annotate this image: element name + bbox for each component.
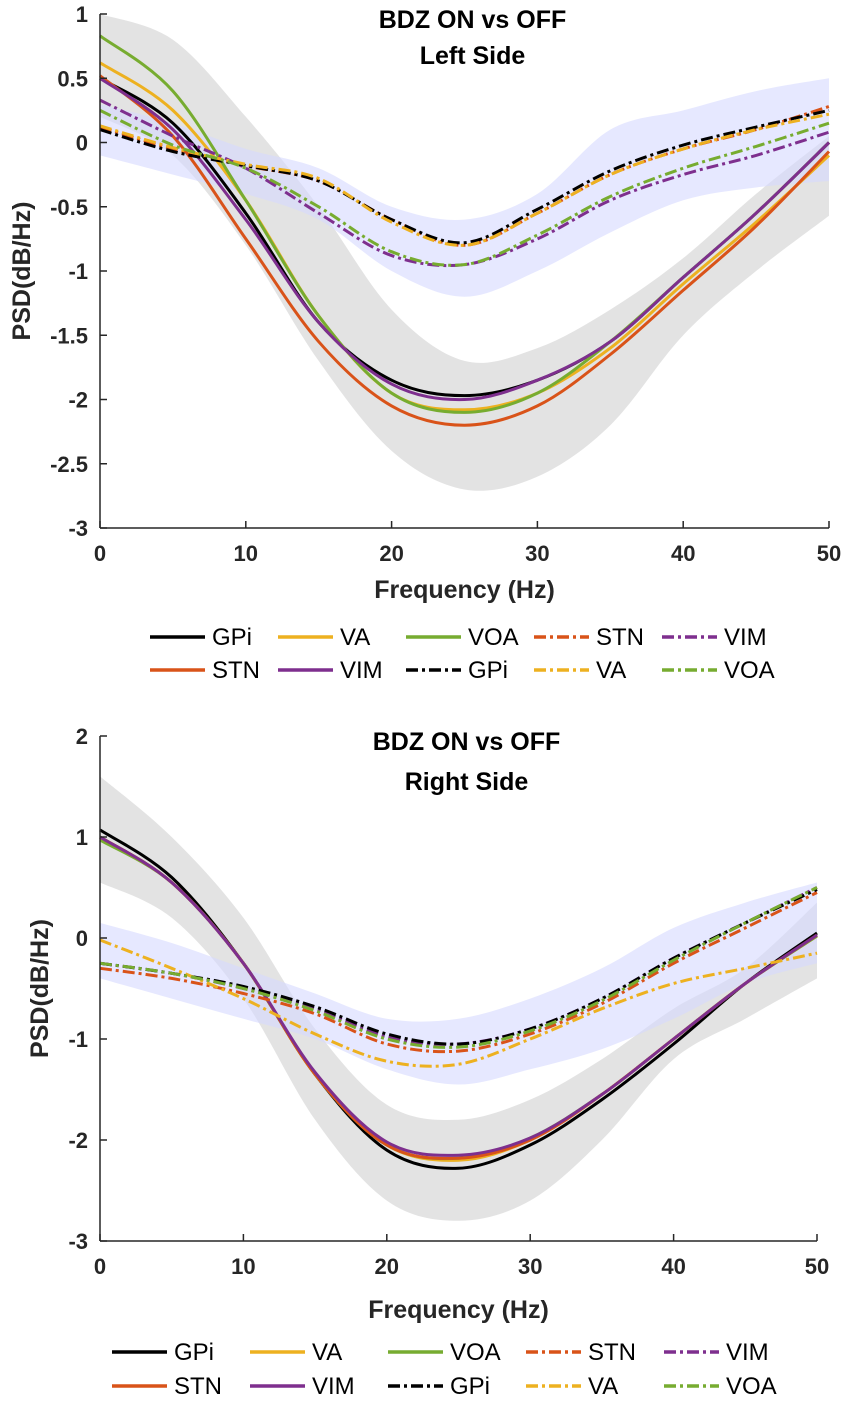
legend-label-voa: VOA (724, 657, 775, 684)
legend-label-va: VA (340, 624, 370, 651)
legend-label-va: VA (312, 1339, 342, 1366)
y-tick-label: 1 (76, 825, 88, 850)
y-tick-label: -3 (68, 1229, 88, 1254)
x-tick-label: 0 (94, 1254, 106, 1279)
y-tick-label: -1 (68, 1027, 88, 1052)
y-tick-label: -2 (68, 388, 88, 413)
series-vim-solid (99, 835, 818, 1157)
x-tick-label: 30 (518, 1254, 542, 1279)
series-vim-solid (99, 77, 831, 402)
y-tick-label: -1.5 (50, 323, 88, 348)
legend-label-stn: STN (596, 624, 644, 651)
y-axis-label: PSD(dB/Hz) (26, 919, 54, 1058)
y-tick-label: -2 (68, 1128, 88, 1153)
y-axis-label: PSD(dB/Hz) (8, 202, 36, 341)
y-tick-label: -0.5 (50, 195, 88, 220)
legend-label-stn: STN (588, 1339, 636, 1366)
legend-label-vim: VIM (340, 657, 383, 684)
legend-label-gpi: GPi (468, 657, 508, 684)
x-tick-label: 20 (375, 1254, 399, 1279)
x-tick-label: 40 (671, 541, 695, 566)
legend-label-stn: STN (212, 657, 260, 684)
y-tick-label: 1 (76, 2, 88, 27)
x-tick-label: 20 (379, 541, 403, 566)
series-va-solid (99, 61, 831, 412)
y-tick-label: 0.5 (57, 66, 88, 91)
legend-label-gpi: GPi (174, 1339, 214, 1366)
legend-label-vim: VIM (312, 1373, 355, 1400)
y-tick-label: 0 (76, 926, 88, 951)
legend-label-vim: VIM (724, 624, 767, 651)
x-tick-label: 50 (805, 1254, 829, 1279)
chart-subtitle: Right Side (405, 768, 529, 796)
legend-label-voa: VOA (450, 1339, 501, 1366)
solid-band (100, 776, 817, 1221)
x-tick-label: 30 (525, 541, 549, 566)
legend-label-gpi: GPi (450, 1373, 490, 1400)
legend-label-stn: STN (174, 1373, 222, 1400)
x-axis-label: Frequency (Hz) (374, 576, 555, 604)
legend-label-va: VA (588, 1373, 618, 1400)
series-voa-dashdot (99, 886, 818, 1049)
chart-title: BDZ ON vs OFF (379, 6, 567, 34)
chart-left-side: 0 10 20 30 40 50 1 0.5 0 -0.5 -1 -1.5 -2 -2.5 -3 BDZ ON… (8, 2, 841, 684)
x-tick-label: 10 (234, 541, 258, 566)
legend-label-va: VA (596, 657, 626, 684)
chart-title: BDZ ON vs OFF (373, 728, 561, 756)
legend: GPi VA VOA STN VIM STN VIM GPi VA VOA (112, 1339, 777, 1400)
x-tick-label: 40 (661, 1254, 685, 1279)
legend: GPi VA VOA STN VIM STN VIM GPi VA VOA (150, 624, 775, 684)
legend-label-voa: VOA (468, 624, 519, 651)
x-tick-label: 10 (231, 1254, 255, 1279)
series-va-dashdot (99, 938, 818, 1068)
y-tick-label: 0 (76, 131, 88, 156)
chart-subtitle: Left Side (420, 42, 526, 70)
x-tick-label: 50 (817, 541, 841, 566)
legend-label-gpi: GPi (212, 624, 252, 651)
y-tick-label: -1 (68, 259, 88, 284)
solid-band (100, 14, 829, 491)
series-stn-solid (99, 74, 831, 427)
y-tick-label: -3 (68, 516, 88, 541)
series-voa-dashdot (99, 109, 830, 267)
y-tick-label: 2 (76, 724, 88, 749)
dashed-band (100, 882, 817, 1085)
legend-label-voa: VOA (726, 1373, 777, 1400)
x-axis-label: Frequency (Hz) (368, 1296, 549, 1324)
y-tick-label: -2.5 (50, 452, 88, 477)
legend-label-vim: VIM (726, 1339, 769, 1366)
dashed-band (100, 78, 829, 297)
x-tick-label: 0 (94, 541, 106, 566)
